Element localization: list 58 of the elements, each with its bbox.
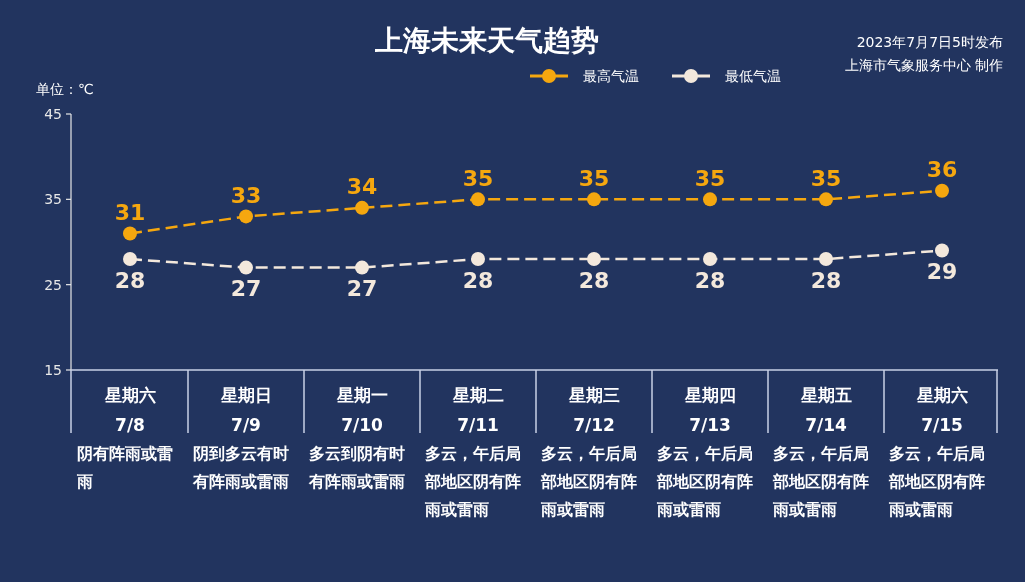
text: 阴有阵雨或雷雨: [76, 443, 173, 491]
data-label: 35: [462, 165, 494, 191]
text: 2023年7月7日5时发布: [856, 34, 1003, 50]
data-label: 31: [114, 199, 146, 225]
x-tick-label: 星期一 7/10: [335, 385, 388, 435]
y-tick-label: 45: [44, 106, 62, 122]
y-tick-label: 35: [44, 191, 62, 208]
x-tick-label: 星期三 7/12: [567, 385, 620, 435]
text: 多云，午后局部地区阴有阵雨或雷雨: [772, 443, 869, 519]
text: 多云到阴有时有阵雨或雷雨: [308, 443, 405, 491]
point: [935, 183, 949, 198]
text: 上海市气象服务中心 制作: [844, 57, 1003, 73]
data-label: 29: [926, 259, 958, 285]
data-label: 33: [230, 182, 262, 208]
text: 多云，午后局部地区阴有阵雨或雷雨: [888, 443, 985, 519]
x-tick-label: 星期二 7/11: [451, 385, 504, 435]
point: [819, 252, 833, 267]
data-label: 28: [578, 267, 610, 293]
x-tick-label: 星期五 7/14: [799, 385, 852, 435]
data-label: 35: [810, 165, 842, 191]
point: [703, 252, 717, 267]
point: [703, 192, 717, 207]
y-axis-title: 单位：℃: [36, 81, 94, 97]
y-tick-label: 15: [44, 362, 62, 378]
point: [471, 192, 485, 207]
chart-title: 上海未来天气趋势: [374, 23, 599, 57]
data-label: 27: [346, 276, 378, 302]
data-label: 28: [810, 267, 842, 293]
point: [471, 252, 485, 267]
x-tick-label: 星期四 7/13: [683, 385, 736, 435]
point: [935, 243, 949, 258]
point: [355, 200, 369, 215]
point: [819, 192, 833, 207]
data-label: 28: [114, 267, 146, 293]
text: 多云，午后局部地区阴有阵雨或雷雨: [540, 443, 637, 519]
point: [239, 209, 253, 224]
x-tick-label: 星期六 7/8: [103, 385, 156, 435]
data-label: 28: [694, 267, 726, 293]
point: [355, 260, 369, 275]
legend-label: 最低气温: [725, 68, 781, 84]
point: [123, 226, 137, 241]
x-tick-label: 星期日 7/9: [219, 385, 272, 435]
x-tick-label: 星期六 7/15: [915, 385, 968, 435]
data-label: 28: [462, 267, 494, 293]
data-label: 35: [578, 165, 610, 191]
point: [587, 252, 601, 267]
text: 阴到多云有时有阵雨或雷雨: [192, 443, 289, 491]
data-label: 36: [926, 157, 958, 183]
y-tick-label: 25: [44, 276, 62, 293]
point: [123, 252, 137, 267]
point: [587, 192, 601, 207]
data-label: 27: [230, 276, 262, 302]
point: [239, 260, 253, 275]
text: 多云，午后局部地区阴有阵雨或雷雨: [424, 443, 521, 519]
legend-label: 最高气温: [583, 68, 639, 84]
data-label: 35: [694, 165, 726, 191]
data-label: 34: [346, 174, 378, 200]
text: 多云，午后局部地区阴有阵雨或雷雨: [656, 443, 753, 519]
